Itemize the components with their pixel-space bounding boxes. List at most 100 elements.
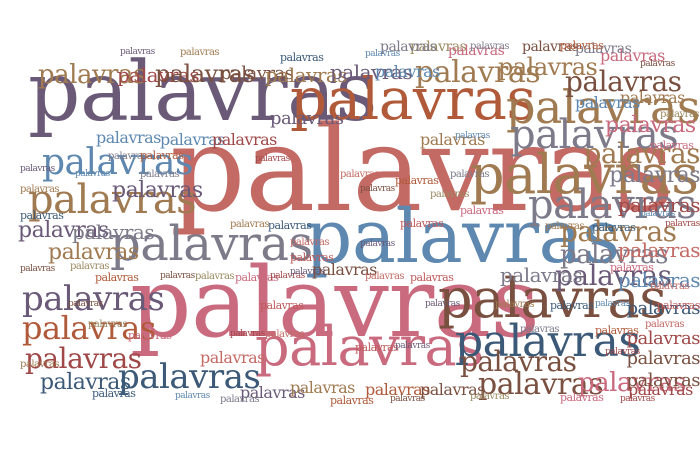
cloud-word: palavras	[415, 55, 541, 90]
cloud-word: palavras	[110, 216, 313, 272]
cloud-word-small: palavras	[610, 261, 654, 274]
cloud-word-small: palavras	[355, 341, 399, 354]
cloud-word: palavras	[560, 240, 668, 270]
cloud-word: palavras	[255, 315, 484, 378]
cloud-word: palavras	[270, 108, 344, 129]
cloud-word-small: palavras	[650, 139, 694, 152]
cloud-word-small: palavras	[68, 299, 103, 309]
cloud-word-small: palavras	[20, 209, 64, 222]
cloud-word-small: palavras	[290, 237, 330, 248]
cloud-word-small: palavras	[108, 151, 148, 162]
cloud-word-small: palavras	[140, 169, 180, 180]
cloud-word-small: palavras	[195, 271, 235, 282]
cloud-word-small: palavras	[360, 184, 395, 194]
cloud-word: palavras	[42, 142, 193, 183]
cloud-word: palavras	[200, 348, 265, 367]
cloud-word: palavras	[410, 39, 467, 55]
cloud-word: palavras	[130, 247, 540, 359]
cloud-word: palavras	[305, 194, 620, 280]
cloud-word: palavras	[160, 130, 225, 149]
cloud-word: palavras	[265, 63, 348, 87]
cloud-word: palavras	[28, 177, 197, 223]
cloud-word-small: palavras	[605, 347, 640, 357]
cloud-word: palavras	[96, 128, 161, 147]
cloud-word: palavras	[478, 367, 604, 402]
cloud-word-small: palavras	[390, 394, 425, 404]
cloud-word-small: palavras	[545, 221, 585, 232]
cloud-word-small: palavras	[20, 164, 55, 174]
cloud-word-small: palavras	[425, 299, 460, 309]
cloud-word-small: palavras	[620, 394, 655, 404]
cloud-word-small: palavras	[595, 299, 630, 309]
cloud-word-small: palavras	[395, 174, 439, 187]
cloud-word-small: palavras	[280, 51, 324, 64]
cloud-word-small: palavras	[265, 329, 305, 340]
cloud-word: palavras	[312, 260, 377, 279]
cloud-word-small: palavras	[470, 41, 510, 52]
cloud-word-small: palavras	[20, 184, 60, 195]
cloud-word: palavras	[578, 368, 686, 398]
cloud-word: palavras	[600, 46, 665, 65]
cloud-word: palavras	[118, 357, 261, 397]
cloud-word: palavras	[290, 378, 355, 397]
cloud-word: palavras	[560, 215, 677, 248]
cloud-word: palavras	[522, 39, 579, 55]
cloud-word-small: palavras	[656, 299, 700, 312]
cloud-word: palavras	[505, 80, 700, 134]
cloud-word-small: palavras	[495, 299, 535, 310]
cloud-word: palavras	[626, 370, 700, 391]
cloud-word-small: palavras	[550, 299, 594, 312]
cloud-word-small: palavras	[268, 219, 312, 232]
cloud-word: palavras	[22, 279, 165, 319]
cloud-word-small: palavras	[360, 239, 395, 249]
cloud-word-small: palavras	[260, 299, 304, 312]
cloud-word: palavras	[420, 130, 485, 149]
cloud-word-small: palavras	[88, 319, 128, 330]
cloud-word-small: palavras	[70, 261, 110, 272]
cloud-word: palavras	[365, 380, 430, 399]
cloud-word-small: palavras	[665, 219, 700, 229]
cloud-word-small: palavras	[640, 59, 675, 69]
cloud-word-small: palavras	[140, 149, 184, 162]
cloud-word-small: palavras	[595, 324, 639, 337]
cloud-word: palavras	[583, 137, 700, 170]
cloud-word: palavras	[617, 238, 700, 262]
cloud-word: palavras	[117, 63, 200, 87]
cloud-word: palavras	[22, 309, 156, 347]
cloud-word-small: palavras	[400, 217, 444, 230]
cloud-word: palavras	[565, 65, 682, 98]
cloud-word: palavras	[626, 298, 700, 319]
cloud-word: palavras	[212, 130, 277, 149]
cloud-word: palavras	[575, 41, 632, 57]
cloud-word: palavras	[460, 345, 577, 378]
cloud-word-small: palavras	[255, 154, 290, 164]
cloud-word-small: palavras	[560, 39, 604, 52]
cloud-word-small: palavras	[340, 169, 380, 180]
cloud-word: palavras	[380, 39, 437, 55]
cloud-word: palavras	[420, 380, 485, 399]
cloud-word-small: palavras	[592, 221, 636, 234]
cloud-word: palavras	[575, 93, 640, 112]
cloud-word-small: palavras	[160, 271, 195, 281]
cloud-word-small: palavras	[220, 394, 260, 405]
cloud-word: palavras	[18, 218, 109, 243]
cloud-word-small: palavras	[120, 47, 155, 57]
cloud-word-small: palavras	[290, 267, 325, 277]
cloud-word: palavras	[605, 113, 696, 138]
cloud-word: palavras	[555, 259, 672, 292]
cloud-word-small: palavras	[645, 319, 685, 330]
cloud-word-small: palavras	[660, 109, 700, 120]
cloud-word: palavras	[455, 316, 641, 367]
cloud-word-small: palavras	[460, 204, 504, 217]
cloud-word: palavras	[220, 63, 294, 84]
cloud-word-small: palavras	[75, 169, 110, 179]
cloud-word-small: palavras	[20, 264, 55, 274]
cloud-word-small: palavras	[235, 271, 279, 284]
cloud-word-small: palavras	[640, 209, 675, 219]
cloud-word-small: palavras	[470, 391, 510, 402]
cloud-word: palavras	[628, 380, 693, 399]
cloud-word: palavras	[438, 267, 667, 330]
cloud-word: palavras	[240, 383, 305, 402]
cloud-word: palavras	[617, 268, 700, 292]
